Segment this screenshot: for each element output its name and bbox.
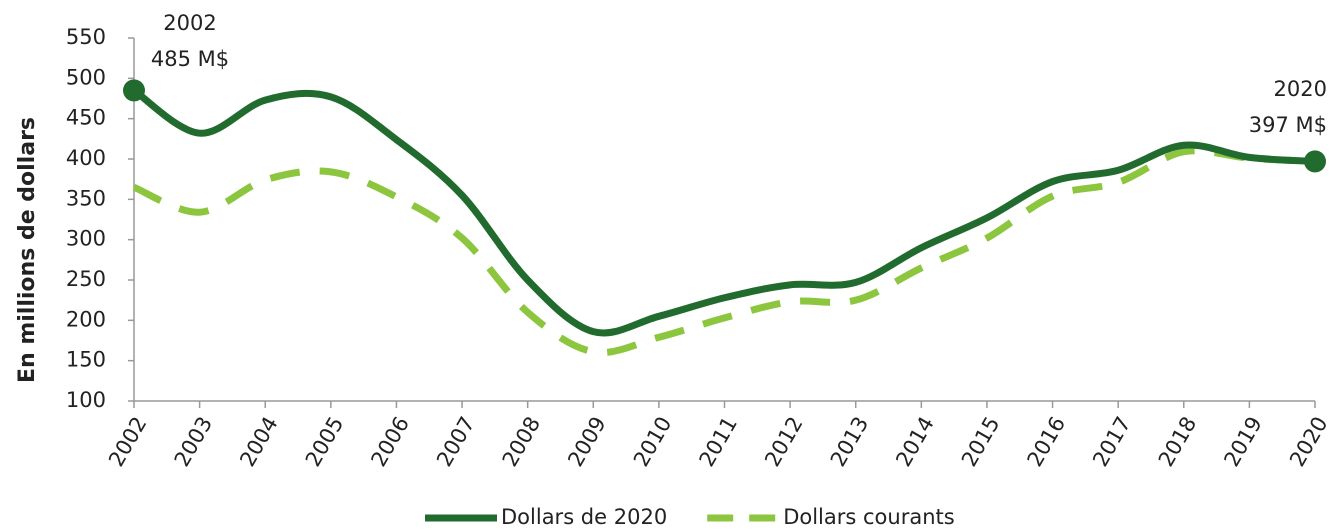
y-tick-label: 350 (66, 186, 106, 210)
legend-label: Dollars courants (783, 505, 955, 529)
x-tick-label: 2014 (891, 413, 939, 471)
y-tick-label: 150 (66, 348, 106, 372)
y-tick-label: 450 (66, 106, 106, 130)
y-tick-label: 300 (66, 227, 106, 251)
x-tick-label: 2006 (366, 413, 414, 471)
annotation: 2002 (163, 11, 216, 35)
series-line (131, 87, 1316, 337)
x-tick-label: 2012 (760, 413, 808, 471)
y-tick-label: 200 (66, 307, 106, 331)
series-line (132, 147, 1316, 357)
y-axis-label: En millions de dollars (15, 117, 40, 383)
end-marker (123, 79, 145, 102)
y-tick-label: 100 (66, 388, 106, 412)
annotation: 485 M$ (151, 47, 229, 71)
end-marker (1304, 150, 1326, 173)
y-tick-label: 250 (66, 267, 106, 291)
y-tick-label: 500 (66, 65, 106, 89)
x-tick-label: 2010 (629, 413, 677, 471)
x-tick-label: 2003 (170, 413, 218, 471)
x-tick-label: 2005 (301, 413, 349, 471)
x-tick-label: 2020 (1285, 413, 1333, 471)
annotation: 397 M$ (1249, 113, 1327, 137)
x-tick-label: 2016 (1023, 413, 1071, 471)
x-tick-label: 2015 (957, 413, 1005, 471)
x-tick-label: 2002 (104, 413, 152, 471)
x-tick-label: 2019 (1219, 413, 1267, 471)
x-tick-label: 2018 (1154, 413, 1202, 471)
legend-label: Dollars de 2020 (501, 505, 667, 529)
annotation: 2020 (1274, 77, 1327, 101)
x-tick-label: 2013 (826, 413, 874, 471)
y-tick-label: 400 (66, 146, 106, 170)
x-tick-label: 2008 (498, 413, 546, 471)
x-tick-label: 2011 (695, 413, 743, 471)
x-tick-label: 2007 (432, 413, 480, 471)
x-tick-label: 2017 (1088, 413, 1136, 471)
x-tick-label: 2009 (563, 413, 611, 471)
x-tick-label: 2004 (235, 413, 283, 471)
y-tick-label: 550 (66, 25, 106, 49)
